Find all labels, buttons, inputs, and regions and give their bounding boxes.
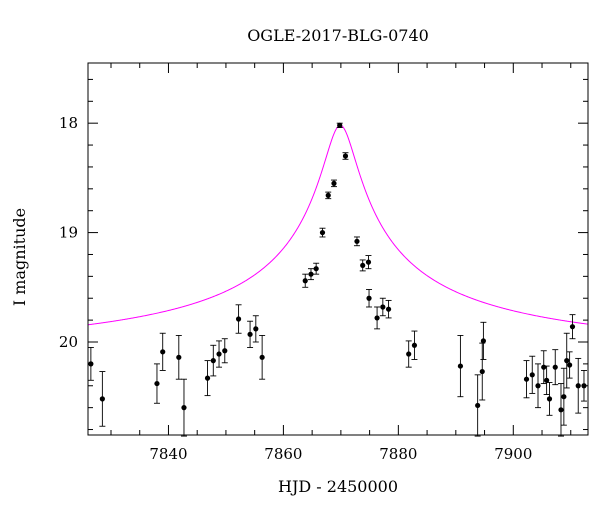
- data-point: [523, 360, 530, 399]
- data-point: [307, 268, 314, 281]
- data-point: [159, 332, 166, 371]
- data-points: [87, 122, 587, 437]
- data-point: [204, 360, 211, 397]
- data-point: [552, 349, 559, 386]
- data-point: [235, 304, 242, 334]
- data-point: [405, 340, 412, 368]
- data-point: [457, 334, 464, 398]
- y-tick-label: 18: [59, 114, 78, 132]
- y-tick-label: 20: [59, 333, 78, 351]
- data-point: [535, 363, 541, 409]
- data-point: [563, 332, 570, 389]
- data-point: [247, 320, 254, 348]
- data-point: [353, 236, 360, 247]
- data-point: [87, 347, 94, 381]
- data-point: [313, 262, 320, 275]
- data-point: [543, 365, 550, 395]
- data-point: [359, 259, 366, 272]
- y-tick-label: 19: [59, 224, 78, 242]
- data-point: [210, 344, 217, 377]
- data-point: [385, 299, 392, 319]
- data-point: [216, 340, 223, 368]
- data-point: [325, 191, 332, 200]
- x-axis-label: HJD - 2450000: [278, 477, 398, 496]
- y-axis-label: I magnitude: [10, 208, 29, 306]
- data-point: [575, 357, 582, 414]
- model-curve: [87, 124, 588, 326]
- data-point: [366, 289, 373, 308]
- data-point: [342, 152, 349, 160]
- data-point: [474, 374, 481, 437]
- data-point: [566, 351, 573, 379]
- data-point: [330, 179, 337, 188]
- data-point: [580, 369, 587, 402]
- data-point: [153, 363, 160, 404]
- data-point: [302, 273, 309, 288]
- data-point: [479, 342, 486, 401]
- axis-ticks: 7840 7860 7880 7900 18 19 20: [59, 63, 588, 463]
- data-point: [557, 383, 564, 437]
- x-tick-label: 7860: [264, 445, 302, 463]
- data-point: [560, 367, 567, 426]
- data-point: [365, 255, 372, 270]
- x-tick-label: 7840: [149, 445, 187, 463]
- data-point: [569, 314, 576, 340]
- data-point: [175, 334, 182, 380]
- data-point: [252, 315, 259, 343]
- data-point: [319, 227, 326, 238]
- data-point: [546, 382, 553, 416]
- data-point: [99, 371, 106, 427]
- model-curve-line: [87, 124, 588, 326]
- data-point: [480, 321, 487, 360]
- plot-frame: [87, 62, 589, 436]
- data-point: [529, 355, 536, 394]
- data-point: [336, 122, 343, 129]
- data-point: [379, 297, 386, 317]
- x-tick-label: 7880: [379, 445, 417, 463]
- data-point: [180, 378, 187, 437]
- data-point: [221, 338, 228, 364]
- data-point: [411, 330, 418, 360]
- chart-title: OGLE-2017-BLG-0740: [247, 26, 429, 45]
- data-point: [374, 306, 381, 330]
- x-tick-label: 7900: [494, 445, 532, 463]
- data-point: [259, 334, 266, 380]
